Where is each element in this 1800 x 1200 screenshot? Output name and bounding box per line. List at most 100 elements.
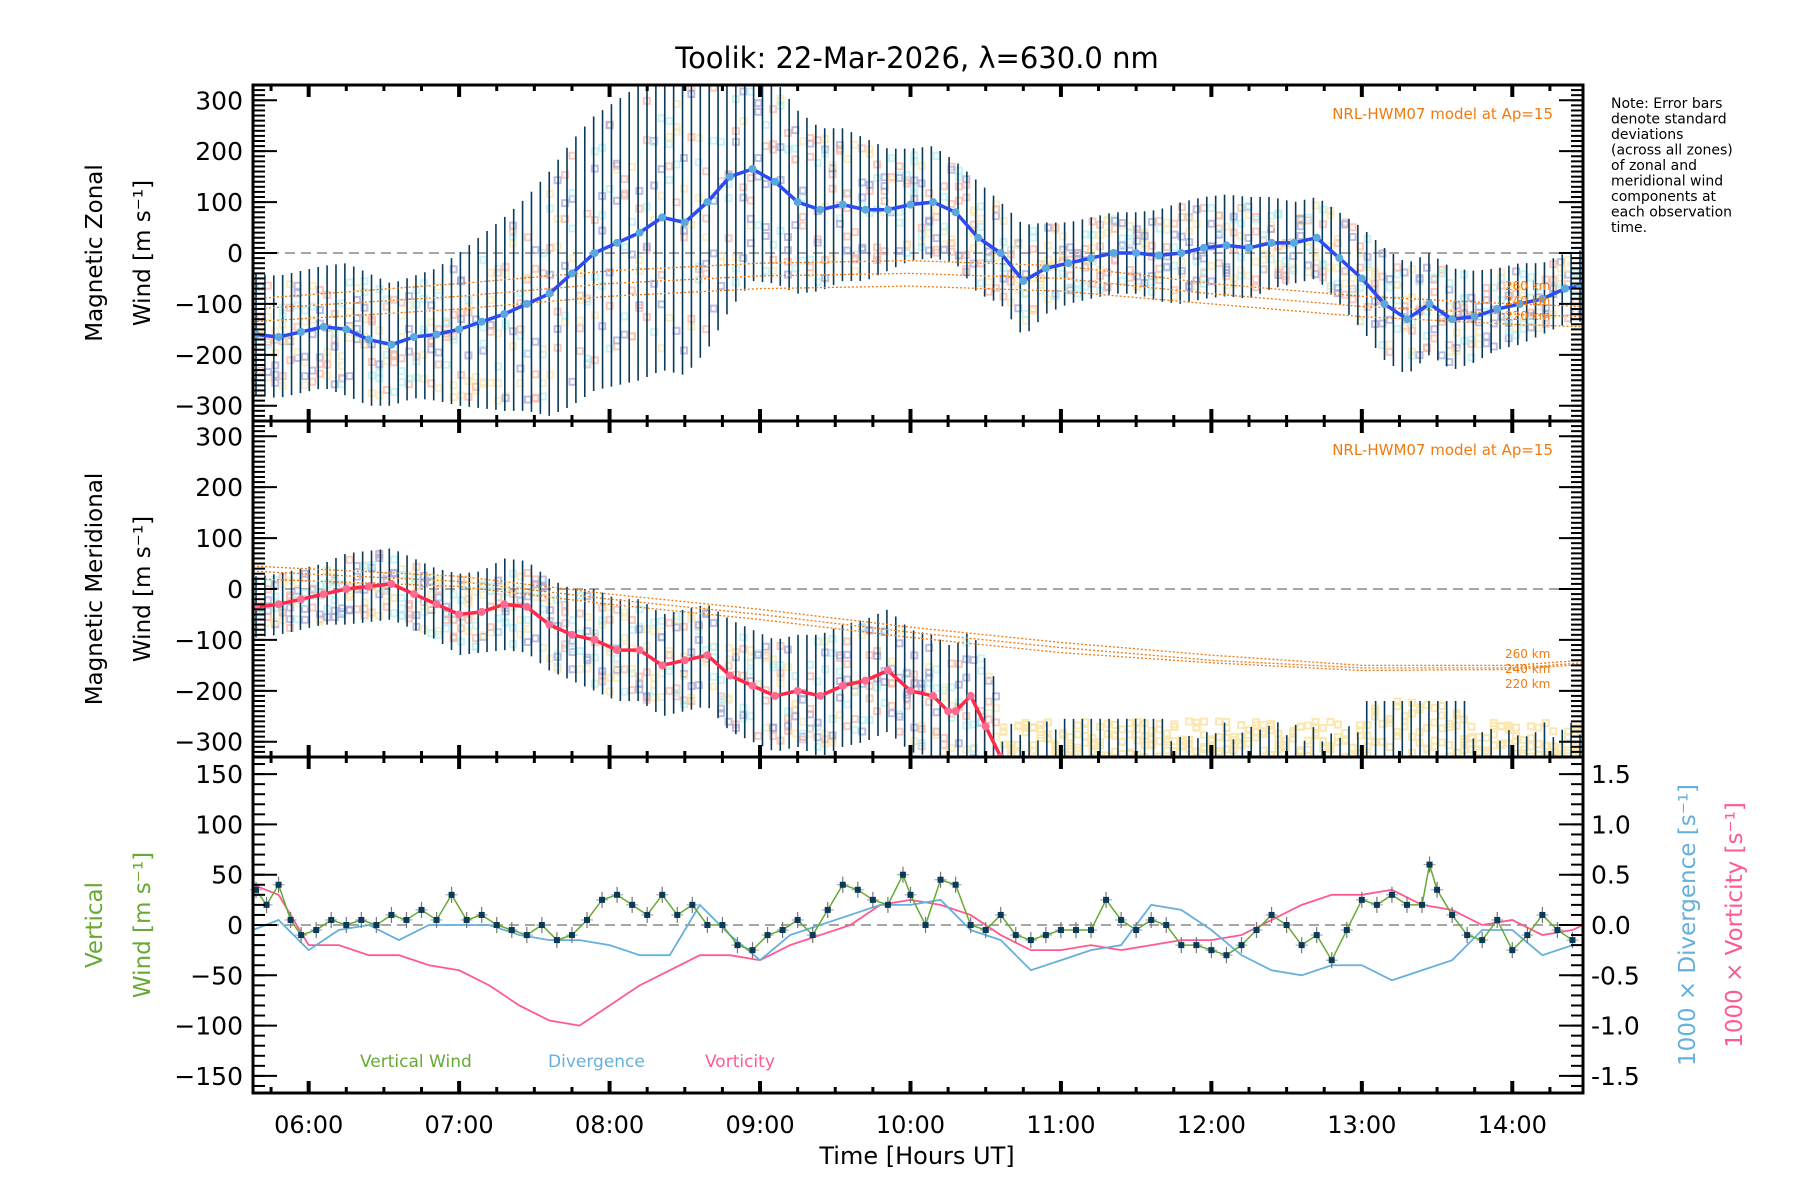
vertical-wind-point (568, 932, 575, 939)
zone-sample (1512, 290, 1521, 299)
zone-sample (1564, 255, 1573, 264)
x-tick-label: 14:00 (1478, 1111, 1547, 1139)
zone-sample (858, 193, 867, 202)
model-curve-240km (253, 272, 1583, 318)
zone-sample (620, 608, 629, 617)
zone-sample (1430, 334, 1439, 343)
zone-sample (523, 395, 532, 404)
zone-sample (1296, 722, 1305, 731)
zone-sample (873, 160, 882, 169)
zone-sample (1326, 742, 1335, 751)
zone-sample (843, 722, 852, 731)
zone-sample (1519, 270, 1528, 279)
zone-sample (531, 337, 540, 346)
zone-sample (1044, 735, 1053, 744)
zone-sample (1266, 220, 1275, 229)
zone-sample (301, 381, 310, 390)
zone-sample (330, 342, 339, 351)
zone-sample (783, 233, 792, 242)
zone-sample (813, 733, 822, 742)
zone-sample (575, 347, 584, 356)
zone-sample (1467, 335, 1476, 344)
zone-sample (1021, 270, 1030, 279)
vertical-wind-point (1268, 911, 1275, 918)
zone-sample (902, 669, 911, 678)
vertical-wind-point (599, 896, 606, 903)
vertical-wind-point (275, 881, 282, 888)
zone-sample (1170, 243, 1179, 252)
zone-sample (1066, 243, 1075, 252)
zone-sample (1252, 733, 1261, 742)
zone-sample (702, 269, 711, 278)
zone-sample (761, 231, 770, 240)
zone-sample (969, 220, 978, 229)
zone-sample (1467, 722, 1476, 731)
vertical-wind-point (1208, 947, 1215, 954)
zone-sample (531, 593, 540, 602)
y2-tick-label: 0.0 (1591, 911, 1631, 940)
zone-sample (843, 637, 852, 646)
zone-sample (694, 620, 703, 629)
zone-sample (1222, 287, 1231, 296)
zone-sample (902, 701, 911, 710)
zonal-wind-point (1312, 233, 1321, 242)
zone-sample (1110, 255, 1119, 264)
zone-sample (523, 624, 532, 633)
zone-sample (353, 284, 362, 293)
vertical-wind-point (824, 906, 831, 913)
zone-sample (434, 630, 443, 639)
zone-sample (561, 608, 570, 617)
zone-sample (1304, 261, 1313, 270)
zone-sample (315, 617, 324, 626)
zone-sample (657, 344, 666, 353)
zone-sample (657, 633, 666, 642)
meridional-wind-point (387, 579, 396, 588)
zone-sample (449, 265, 458, 274)
zone-sample (1341, 266, 1350, 275)
zone-sample (516, 630, 525, 639)
zone-sample (1452, 347, 1461, 356)
zone-sample (873, 683, 882, 692)
y-tick-label: −100 (174, 1012, 243, 1041)
y-axis-label-line1: Magnetic Meridional (82, 473, 108, 706)
vertical-wind-point (1298, 942, 1305, 949)
zone-sample (1348, 233, 1357, 242)
meridional-wind-point (981, 722, 990, 731)
zone-sample (286, 615, 295, 624)
zone-sample (1177, 257, 1186, 266)
zone-sample (650, 327, 659, 336)
zone-sample (575, 647, 584, 656)
zone-sample (1378, 249, 1387, 258)
zone-sample (828, 714, 837, 723)
zone-sample (620, 330, 629, 339)
zone-sample (761, 642, 770, 651)
vertical-wind-point (674, 911, 681, 918)
zone-sample (330, 606, 339, 615)
zone-sample (999, 237, 1008, 246)
zone-sample (523, 233, 532, 242)
vertical-wind-point (764, 932, 771, 939)
zone-sample (798, 717, 807, 726)
meridional-wind-point (635, 646, 644, 655)
zone-sample (635, 685, 644, 694)
zonal-wind-point (1109, 249, 1118, 257)
zone-sample (1029, 724, 1038, 733)
vertical-wind-point (1012, 932, 1019, 939)
zone-sample (1148, 741, 1157, 750)
zone-sample (932, 684, 941, 693)
zone-sample (546, 654, 555, 663)
zone-sample (516, 596, 525, 605)
note-line: components at (1611, 189, 1717, 205)
vertical-wind-point (1042, 932, 1049, 939)
vertical-wind-point (508, 927, 515, 934)
zone-sample (783, 145, 792, 154)
zone-sample (301, 306, 310, 315)
zone-sample (1296, 746, 1305, 755)
zone-sample (1073, 248, 1082, 257)
zone-sample (984, 672, 993, 681)
zone-sample (761, 142, 770, 151)
model-curve-260km (253, 259, 1583, 308)
zone-sample (679, 700, 688, 709)
zone-sample (613, 196, 622, 205)
zone-sample (1036, 724, 1045, 733)
